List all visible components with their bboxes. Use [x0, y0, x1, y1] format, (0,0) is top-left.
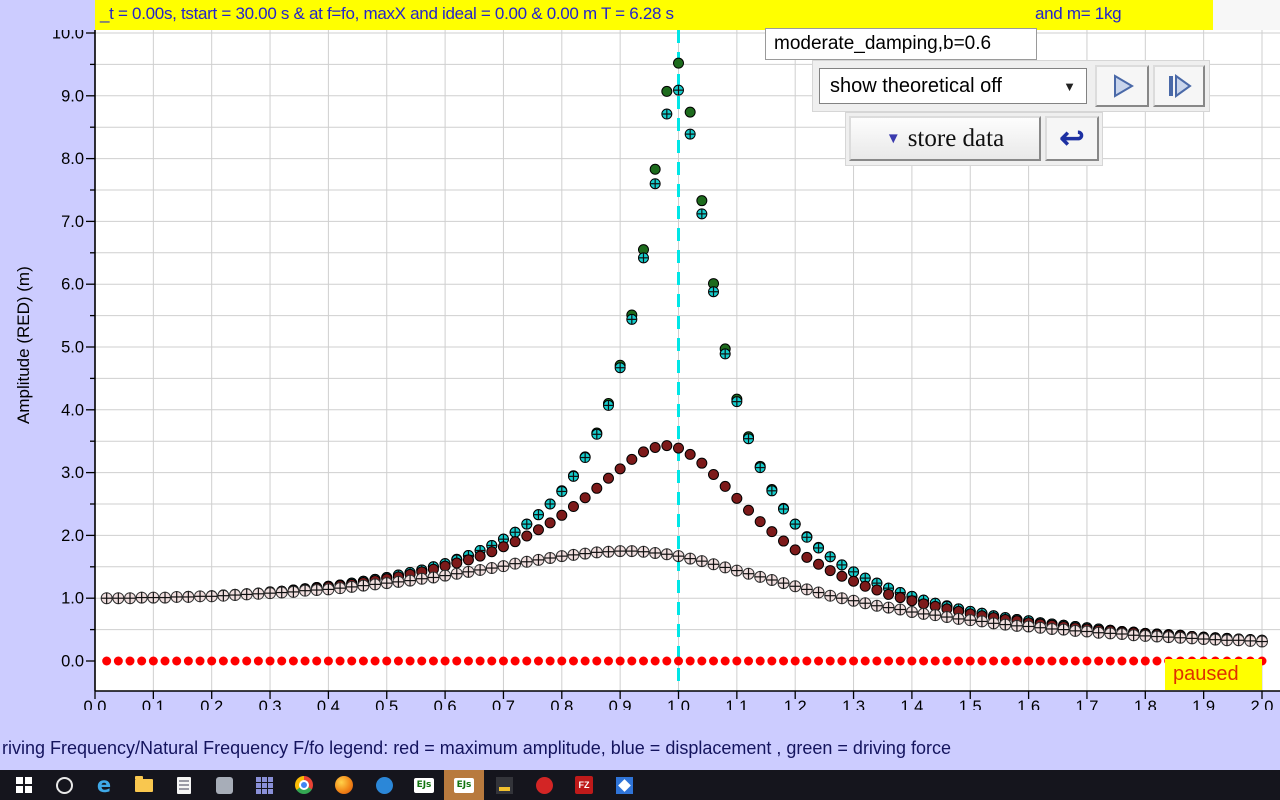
taskbar-item-chrome[interactable]	[284, 770, 324, 800]
x-tick-label: 1.2	[784, 698, 807, 710]
taskbar-item-ejs-active[interactable]: EJs	[444, 770, 484, 800]
x-tick-label: 0.9	[609, 698, 632, 710]
document-icon	[177, 776, 191, 794]
play-button[interactable]	[1095, 65, 1149, 107]
player-panel: show theoretical off ▼	[812, 60, 1210, 112]
cortana-circle-icon	[55, 776, 73, 794]
taskbar-item-photos[interactable]	[604, 770, 644, 800]
series-stored-amplitude-light-pink	[100, 545, 1268, 648]
show-theoretical-dropdown[interactable]: show theoretical off ▼	[819, 68, 1087, 104]
x-tick-label: 0.5	[375, 698, 398, 710]
y-tick-label: 3.0	[61, 464, 84, 482]
app-grid-icon	[255, 776, 273, 794]
preset-field[interactable]: moderate_damping,b=0.6	[765, 28, 1037, 60]
reset-button[interactable]: ↩	[1045, 116, 1099, 161]
x-tick-label: 1.9	[1192, 698, 1215, 710]
windows-logo-icon	[16, 777, 32, 793]
taskbar-item-filezilla[interactable]: FZ	[564, 770, 604, 800]
status-bar: _t = 0.00s, tstart = 30.00 s & at f=fo, …	[95, 0, 1213, 30]
store-data-button[interactable]: ▼ store data	[849, 116, 1041, 161]
gray-app-icon	[215, 776, 233, 794]
edge-icon: e	[96, 773, 112, 797]
x-tick-label: 0.6	[434, 698, 457, 710]
step-forward-icon	[1169, 74, 1192, 98]
x-tick-label: 0.1	[142, 698, 165, 710]
x-tick-label: 0.2	[200, 698, 223, 710]
y-tick-label: 0.0	[61, 653, 84, 671]
dropdown-selected-value: show theoretical off	[830, 74, 1002, 97]
taskbar-item-settings-app[interactable]	[204, 770, 244, 800]
x-tick-label: 1.7	[1075, 698, 1098, 710]
x-tick-label: 0.0	[84, 698, 107, 710]
status-text-right: and m= 1kg	[1035, 4, 1122, 23]
taskbar-item-media-app[interactable]	[524, 770, 564, 800]
folder-icon	[135, 775, 153, 792]
taskbar-item-office-grid[interactable]	[244, 770, 284, 800]
taskbar-item-ejs[interactable]: EJs	[404, 770, 444, 800]
dark-app-icon	[495, 776, 513, 794]
chevron-down-icon: ▼	[1063, 78, 1076, 94]
y-tick-label: 8.0	[61, 150, 84, 168]
taskbar-item-document-app[interactable]	[164, 770, 204, 800]
taskbar-item-file-explorer[interactable]	[124, 770, 164, 800]
x-tick-label: 0.7	[492, 698, 515, 710]
x-tick-label: 0.8	[550, 698, 573, 710]
taskbar-item-firefox[interactable]	[324, 770, 364, 800]
y-tick-label: 5.0	[61, 339, 84, 357]
ejs-active-icon: EJs	[453, 777, 475, 793]
play-icon	[1114, 74, 1134, 98]
taskbar: e EJs EJs FZ	[0, 770, 1280, 800]
photos-icon	[615, 776, 633, 794]
status-text-left: _t = 0.00s, tstart = 30.00 s & at f=fo, …	[100, 4, 674, 23]
axes	[94, 30, 1280, 692]
y-tick-label: 9.0	[61, 87, 84, 105]
x-tick-label: 2.0	[1251, 698, 1274, 710]
paused-indicator: paused	[1165, 659, 1262, 690]
taskbar-item-edge[interactable]: e	[84, 770, 124, 800]
red-circle-icon	[535, 776, 553, 794]
x-tick-label: 1.5	[959, 698, 982, 710]
x-tick-label: 0.4	[317, 698, 340, 710]
chrome-icon	[295, 776, 313, 794]
y-tick-label: 1.0	[61, 590, 84, 608]
x-tick-label: 1.8	[1134, 698, 1157, 710]
undo-arrow-icon: ↩	[1059, 121, 1085, 155]
start-button[interactable]	[4, 770, 44, 800]
y-tick-label: 4.0	[61, 401, 84, 419]
y-tick-label: 2.0	[61, 527, 84, 545]
filezilla-icon: FZ	[575, 776, 593, 794]
x-tick-label: 1.6	[1017, 698, 1040, 710]
blue-app-icon	[375, 776, 393, 794]
store-data-label: store data	[907, 124, 1005, 152]
x-axis-legend: riving Frequency/Natural Frequency F/fo …	[2, 738, 951, 758]
top-right-filler	[1213, 0, 1280, 30]
x-tick-label: 1.0	[667, 698, 690, 710]
taskbar-item-java-app[interactable]	[484, 770, 524, 800]
store-panel: ▼ store data ↩	[845, 112, 1103, 166]
step-button[interactable]	[1153, 65, 1205, 107]
y-tick-label: 7.0	[61, 213, 84, 231]
y-axis-title: Amplitude (RED) (m)	[14, 266, 33, 425]
firefox-icon	[335, 776, 353, 794]
x-tick-label: 1.3	[842, 698, 865, 710]
taskbar-item-mail-app[interactable]	[364, 770, 404, 800]
x-tick-label: 1.1	[725, 698, 748, 710]
dropdown-triangle-icon: ▼	[885, 130, 901, 147]
ejs-icon: EJs	[413, 777, 435, 793]
y-tick-label: 10.0	[52, 30, 84, 43]
series-current-run-max-amplitude-red	[102, 656, 1267, 666]
axis-ticks	[86, 32, 1263, 699]
taskbar-item-search[interactable]	[44, 770, 84, 800]
x-tick-label: 1.4	[900, 698, 923, 710]
y-tick-label: 6.0	[61, 276, 84, 294]
x-tick-label: 0.3	[259, 698, 282, 710]
